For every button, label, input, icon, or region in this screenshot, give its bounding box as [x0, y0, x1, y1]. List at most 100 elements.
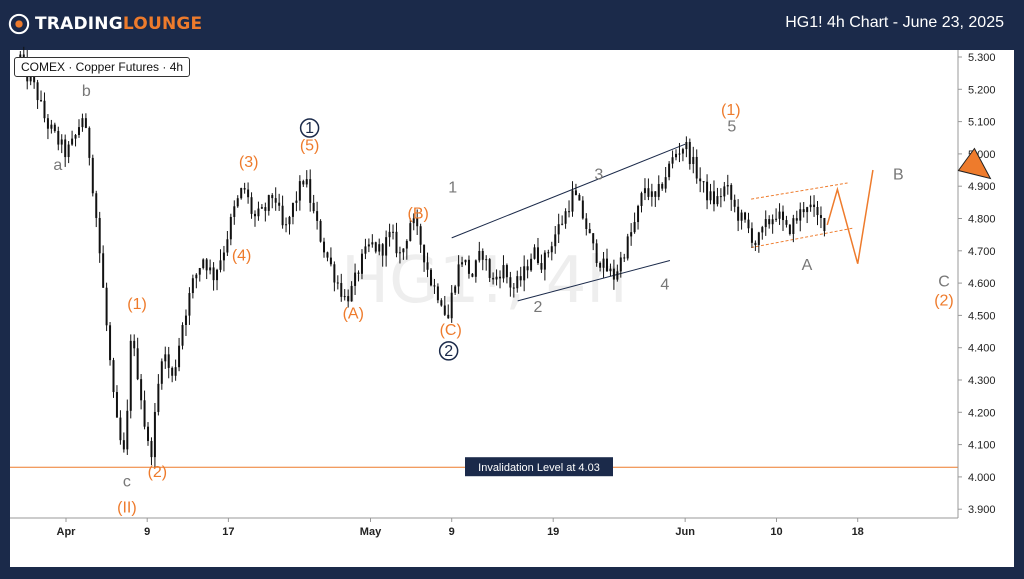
candle-body — [371, 242, 374, 245]
wave-label: 3 — [594, 167, 603, 184]
candle-body — [592, 233, 595, 244]
candle-body — [650, 191, 653, 197]
wave-label: (A) — [343, 306, 364, 323]
candle-body — [247, 189, 250, 198]
candle-body — [112, 360, 115, 393]
candle-body — [737, 206, 740, 221]
wave-label: (2) — [934, 293, 954, 310]
wave-label: 5 — [727, 118, 736, 135]
wave-label: a — [53, 157, 62, 174]
circled-wave-marker — [299, 118, 320, 138]
candle-body — [499, 276, 502, 279]
candle-body — [67, 144, 70, 158]
candle-body — [702, 181, 705, 183]
x-tick-label: Apr — [57, 526, 77, 538]
trading-lounge-logo: TRADINGLOUNGE — [8, 12, 202, 36]
candle-body — [360, 253, 363, 274]
candle-body — [174, 367, 177, 376]
candle-body — [388, 231, 391, 238]
y-tick-label: 4.400 — [968, 343, 996, 355]
wave-label: (1) — [127, 296, 147, 313]
candle-body — [205, 259, 208, 271]
candle-body — [33, 76, 36, 83]
candle-body — [136, 348, 139, 380]
y-tick-label: 4.000 — [968, 472, 996, 484]
wave-label: A — [802, 257, 813, 274]
candle-body — [581, 200, 584, 219]
candle-body — [640, 193, 643, 206]
candle-body — [143, 400, 146, 427]
x-tick-label: Jun — [675, 526, 695, 538]
x-tick-label: May — [360, 526, 382, 538]
candle-body — [29, 76, 32, 82]
candle-body — [478, 250, 481, 261]
candle-body — [588, 228, 591, 234]
candle-body — [712, 191, 715, 205]
candle-body — [229, 216, 232, 240]
candle-body — [216, 269, 219, 281]
candle-body — [436, 286, 439, 301]
candle-body — [305, 179, 308, 185]
candle-body — [115, 392, 118, 418]
candle-body — [602, 258, 605, 268]
candle-body — [819, 215, 822, 218]
candle-body — [36, 82, 39, 101]
candle-body — [692, 156, 695, 165]
candle-body — [474, 260, 477, 277]
candle-body — [274, 198, 277, 203]
candle-body — [257, 208, 260, 217]
candle-body — [706, 181, 709, 201]
wave-label: 1 — [448, 180, 457, 197]
candle-body — [661, 183, 664, 189]
candle-body — [423, 244, 426, 263]
candle-body — [105, 287, 108, 326]
plot-background — [10, 50, 1014, 567]
candle-body — [461, 262, 464, 265]
candle-body — [109, 325, 112, 361]
candle-body — [554, 234, 557, 247]
candle-body — [236, 198, 239, 207]
candle-body — [419, 226, 422, 245]
candle-body — [323, 241, 326, 253]
y-tick-label: 4.300 — [968, 375, 996, 387]
candle-body — [799, 209, 802, 221]
candle-body — [319, 220, 322, 242]
candle-body — [412, 218, 415, 224]
wave-label: (3) — [239, 154, 259, 171]
wave-label: 4 — [660, 277, 669, 294]
candle-body — [378, 244, 381, 252]
x-tick-label: 17 — [222, 526, 234, 538]
candle-body — [164, 354, 167, 362]
candle-body — [71, 138, 74, 145]
y-tick-label: 5.200 — [968, 84, 996, 96]
candle-body — [740, 212, 743, 221]
candle-body — [443, 305, 446, 315]
candle-body — [671, 157, 674, 164]
candle-body — [612, 268, 615, 280]
candle-body — [60, 139, 63, 145]
circled-wave-label: 2 — [444, 343, 453, 360]
candle-body — [98, 217, 101, 254]
candle-body — [516, 276, 519, 289]
candle-body — [184, 315, 187, 326]
candle-body — [654, 191, 657, 197]
invalidation-label: Invalidation Level at 4.03 — [478, 462, 600, 474]
candle-body — [264, 207, 267, 211]
candle-body — [744, 212, 747, 220]
candle-body — [523, 266, 526, 281]
candle-body — [133, 340, 136, 349]
candle-body — [709, 191, 712, 201]
candle-body — [550, 246, 553, 253]
candle-body — [50, 124, 53, 129]
candle-body — [222, 252, 225, 261]
candle-body — [681, 149, 684, 154]
y-tick-label: 4.600 — [968, 278, 996, 290]
candle-body — [309, 179, 312, 203]
candle-body — [243, 188, 246, 190]
candle-body — [771, 219, 774, 225]
candle-body — [95, 193, 98, 218]
candle-body — [188, 293, 191, 316]
candle-body — [271, 195, 274, 199]
candle-body — [326, 252, 329, 258]
